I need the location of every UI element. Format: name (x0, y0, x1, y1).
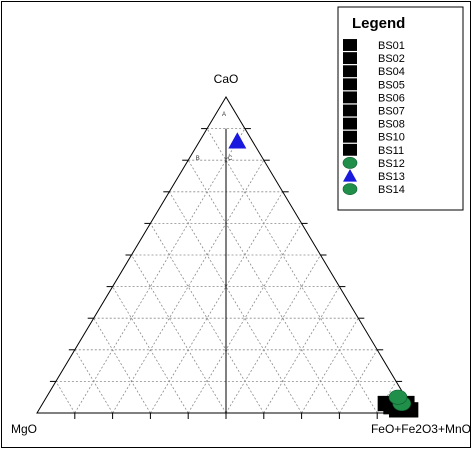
grid-line (112, 159, 265, 414)
circle-marker (342, 156, 358, 169)
legend: Legend BS01BS02BS04BS05BS06BS07BS08BS10B… (337, 6, 464, 211)
legend-entry-bs10: BS10 (343, 130, 405, 144)
vertex-label-mgo: MgO (11, 422, 37, 436)
grid-line (74, 128, 246, 414)
legend-entry-bs05: BS05 (343, 78, 405, 91)
legend-box (337, 6, 464, 211)
legend-entry-bs04: BS04 (343, 65, 405, 78)
legend-entry-label: BS08 (378, 119, 405, 131)
legend-entry-label: BS14 (378, 184, 405, 196)
legend-entry-bs01: BS01 (343, 39, 405, 52)
grid-line (150, 191, 284, 414)
grid-line (131, 254, 227, 414)
grid-line (74, 349, 113, 414)
square-marker (343, 52, 357, 65)
legend-entry-bs06: BS06 (343, 91, 405, 104)
field-label-b: B (196, 156, 200, 162)
grid-line (225, 254, 321, 414)
legend-entry-label: BS07 (378, 106, 405, 118)
legend-entry-bs07: BS07 (343, 104, 405, 118)
grid-line (168, 191, 302, 414)
square-marker (343, 78, 357, 91)
field-label-c: C (228, 156, 233, 162)
legend-entry-bs02: BS02 (343, 52, 405, 65)
square-marker (343, 104, 357, 117)
data-point-bs14 (388, 389, 408, 405)
square-marker (343, 39, 357, 51)
square-marker (343, 143, 357, 156)
legend-entry-bs12: BS12 (342, 156, 405, 170)
legend-entry-label: BS01 (378, 40, 405, 52)
legend-entry-label: BS02 (378, 53, 405, 65)
grid-line (206, 128, 378, 414)
legend-entry-label: BS11 (378, 145, 404, 157)
grid-line (263, 286, 340, 414)
legend-entry-label: BS12 (378, 158, 405, 170)
square-marker (343, 117, 357, 130)
data-point-bs13 (228, 132, 247, 149)
field-label-a: A (222, 112, 226, 118)
circle-marker (342, 183, 358, 195)
grid-line (93, 317, 151, 414)
vertex-label-feo: FeO+Fe2O3+MnO (371, 422, 471, 436)
triangle-marker (228, 132, 247, 149)
legend-entry-label: BS10 (378, 132, 405, 144)
vertex-label-cao: CaO (214, 72, 239, 86)
grid-line (55, 381, 76, 414)
ternary-grid (55, 128, 397, 414)
square-marker (343, 130, 357, 143)
legend-entry-bs13: BS13 (343, 169, 405, 183)
legend-entry-label: BS04 (378, 66, 405, 78)
legend-entry-label: BS06 (378, 92, 405, 104)
circle-marker (388, 389, 408, 405)
square-marker (343, 91, 357, 104)
grid-line (339, 349, 378, 414)
grid-line (301, 317, 359, 414)
triangle-marker (343, 169, 357, 182)
tick-marks (49, 128, 403, 419)
data-points (228, 132, 419, 418)
legend-title: Legend (352, 15, 405, 32)
legend-entry-bs08: BS08 (343, 117, 405, 131)
grid-line (187, 159, 340, 414)
legend-entry-bs11: BS11 (343, 143, 404, 157)
grid-line (112, 286, 189, 414)
legend-entry-label: BS05 (378, 79, 405, 91)
square-marker (343, 65, 357, 78)
legend-entry-label: BS13 (378, 171, 405, 183)
legend-entry-bs14: BS14 (342, 183, 405, 196)
